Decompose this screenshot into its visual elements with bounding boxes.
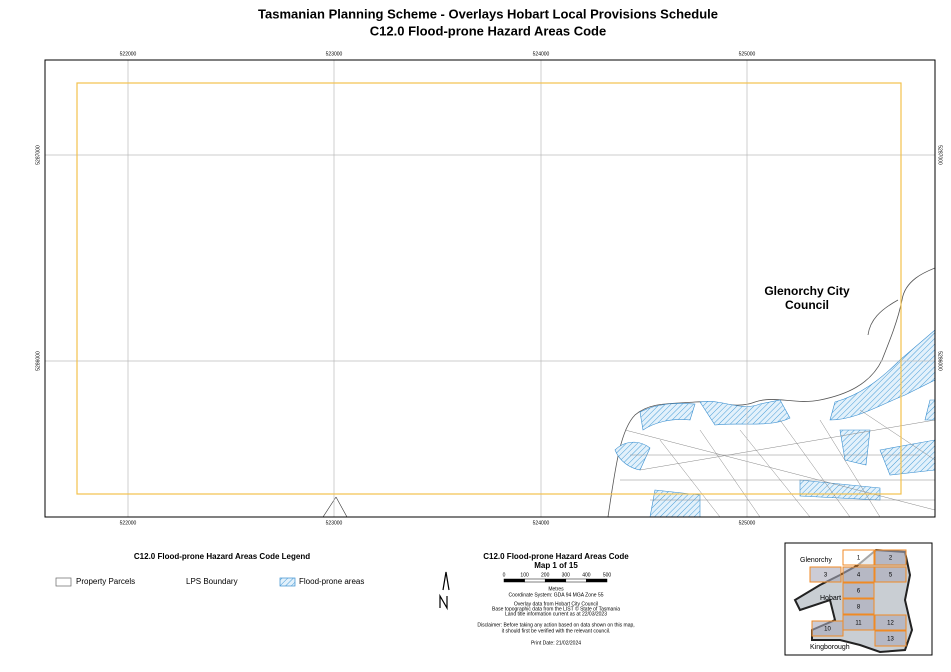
easting-label: 522000 xyxy=(120,520,137,526)
legend-item: Flood-prone areas xyxy=(299,577,364,586)
scale-segment xyxy=(524,578,546,583)
legend-item: Property Parcels xyxy=(76,577,135,586)
info-title: C12.0 Flood-prone Hazard Areas Code xyxy=(483,552,629,561)
legend-swatch xyxy=(279,577,296,587)
scale-label: 400 xyxy=(582,572,591,578)
scale-label: 100 xyxy=(520,572,529,578)
inset-tile xyxy=(842,598,875,615)
disclaimer: it should first be verified with the rel… xyxy=(502,628,611,634)
inset-tile xyxy=(874,614,907,631)
inset-tile-label: 3 xyxy=(824,573,828,579)
easting-label: 523000 xyxy=(326,520,343,526)
inset-label: Hobart xyxy=(820,595,841,602)
subtitle: C12.0 Flood-prone Hazard Areas Code xyxy=(370,23,606,38)
place-label: Glenorchy City xyxy=(764,284,850,298)
coordinates: 522000 522000 523000 523000 524000 524000 5250… xyxy=(35,51,942,526)
flood-areas xyxy=(614,329,935,517)
graticule xyxy=(45,60,935,517)
print-date: Print Date: 21/02/2024 xyxy=(531,640,581,646)
source-line: Overlay data from Hobart City Council xyxy=(514,601,598,607)
inset-tile xyxy=(811,620,844,637)
northing-label: 5286000 xyxy=(937,351,943,371)
inset-tile xyxy=(874,549,907,566)
title: Tasmanian Planning Scheme - Overlays Hob… xyxy=(258,6,718,21)
coordinate-system: Coordinate System: GDA 94 MGA Zone 55 xyxy=(508,592,603,598)
inset-tile-label: 8 xyxy=(857,605,861,611)
inset-tile-label: 1 xyxy=(857,556,861,562)
scale-segment xyxy=(586,578,608,583)
inset-tile xyxy=(842,549,875,566)
scale-label: 300 xyxy=(562,572,571,578)
inset-tile xyxy=(842,582,875,599)
easting-label: 524000 xyxy=(533,520,550,526)
north-arrow xyxy=(439,571,450,611)
scale-label: 200 xyxy=(541,572,550,578)
inset-tile-label: 2 xyxy=(889,556,893,562)
coastline xyxy=(607,267,935,517)
source-line: Land title information current as at 22/… xyxy=(505,611,607,617)
inset-tile-label: 4 xyxy=(857,573,861,579)
easting-label: 522000 xyxy=(120,51,137,57)
legend-title: C12.0 Flood-prone Hazard Areas Code Lege… xyxy=(134,552,310,561)
inset-tile-label: 5 xyxy=(889,573,893,579)
easting-label: 523000 xyxy=(326,51,343,57)
legend-swatch xyxy=(55,577,72,587)
legend-item: LPS Boundary xyxy=(186,577,238,586)
inset-label: Kingborough xyxy=(810,644,850,651)
scale-segment xyxy=(544,578,567,583)
place-label: Council xyxy=(785,298,829,312)
source-line: Base topographic data from the LIST © St… xyxy=(492,605,620,612)
map-frame xyxy=(44,59,936,518)
scale-bar: 0 100 200 300 400 500 xyxy=(503,572,612,583)
easting-label: 525000 xyxy=(739,520,756,526)
streets xyxy=(620,409,935,517)
scale-label: 500 xyxy=(603,572,612,578)
map-number: Map 1 of 15 xyxy=(534,561,578,570)
inset-tile xyxy=(809,566,842,583)
disclaimer: Disclaimer: Before taking any action bas… xyxy=(477,622,634,628)
inset-tile-label: 6 xyxy=(857,589,861,595)
inset-label: Glenorchy xyxy=(800,557,832,564)
easting-label: 524000 xyxy=(533,51,550,57)
map-body xyxy=(322,267,935,517)
scale-unit: Metres xyxy=(548,586,564,592)
northing-label: 5287000 xyxy=(35,145,41,165)
northing-label: 5287000 xyxy=(937,145,943,165)
scale-segment xyxy=(565,578,587,583)
inset-tile-label: 13 xyxy=(887,637,894,643)
inset-tile-label: 12 xyxy=(887,621,894,627)
easting-label: 525000 xyxy=(739,51,756,57)
inset-tile xyxy=(874,630,907,647)
lps-boundary xyxy=(76,82,902,495)
scale-label: 0 xyxy=(503,572,506,578)
inset-tile-label: 10 xyxy=(824,627,831,633)
inset-tile-label: 11 xyxy=(855,621,862,627)
northing-label: 5286000 xyxy=(35,351,41,371)
scale-segment xyxy=(503,578,525,583)
inset-tile xyxy=(874,566,907,583)
inset-tile xyxy=(842,566,875,583)
